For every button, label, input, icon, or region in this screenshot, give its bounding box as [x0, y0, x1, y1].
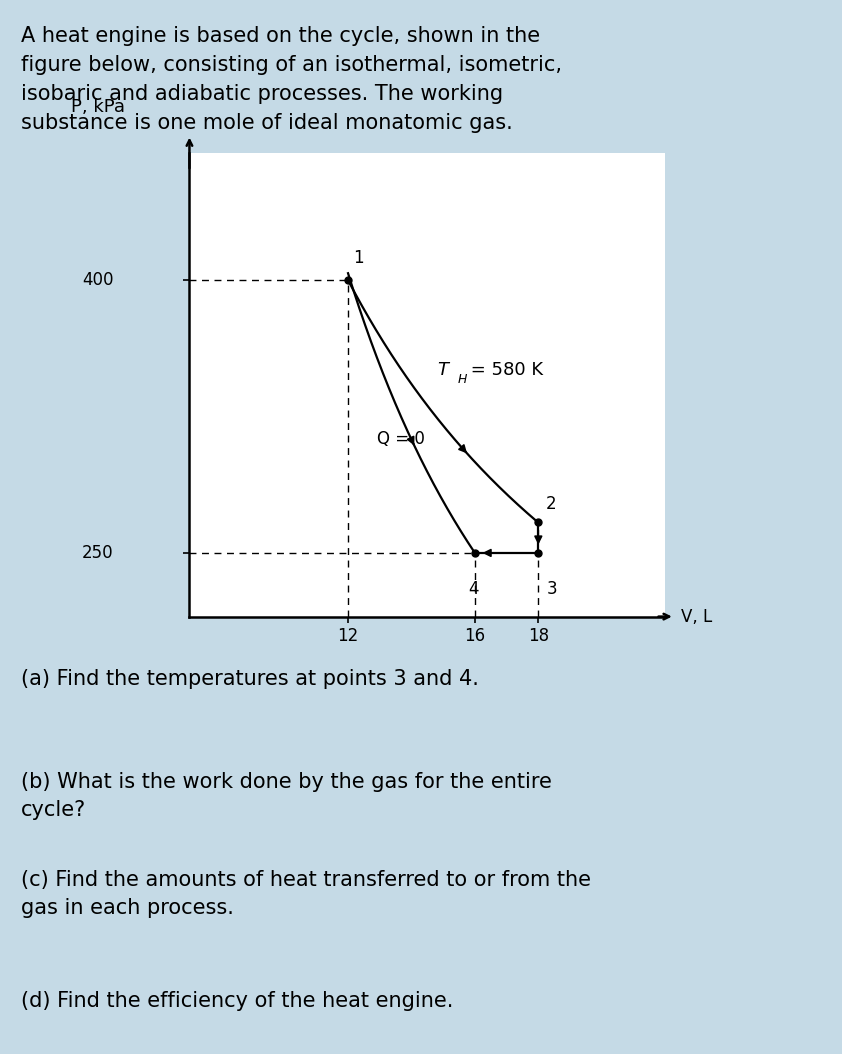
Text: P, kPa: P, kPa — [71, 98, 125, 116]
Text: V, L: V, L — [681, 607, 712, 626]
Text: 4: 4 — [468, 580, 478, 599]
Text: H: H — [457, 373, 466, 386]
Text: 250: 250 — [82, 544, 114, 562]
Text: (c) Find the amounts of heat transferred to or from the
gas in each process.: (c) Find the amounts of heat transferred… — [21, 870, 591, 918]
Text: 1: 1 — [353, 250, 364, 268]
Text: Q = 0: Q = 0 — [376, 430, 424, 448]
Text: A heat engine is based on the cycle, shown in the
figure below, consisting of an: A heat engine is based on the cycle, sho… — [21, 26, 562, 133]
Text: = 580 K: = 580 K — [466, 360, 543, 378]
Text: (d) Find the efficiency of the heat engine.: (d) Find the efficiency of the heat engi… — [21, 991, 454, 1011]
Text: 2: 2 — [546, 495, 557, 513]
Text: 400: 400 — [82, 271, 114, 289]
Text: T: T — [437, 360, 448, 378]
Text: (a) Find the temperatures at points 3 and 4.: (a) Find the temperatures at points 3 an… — [21, 669, 479, 689]
Text: (b) What is the work done by the gas for the entire
cycle?: (b) What is the work done by the gas for… — [21, 772, 552, 820]
Text: 3: 3 — [546, 580, 557, 599]
